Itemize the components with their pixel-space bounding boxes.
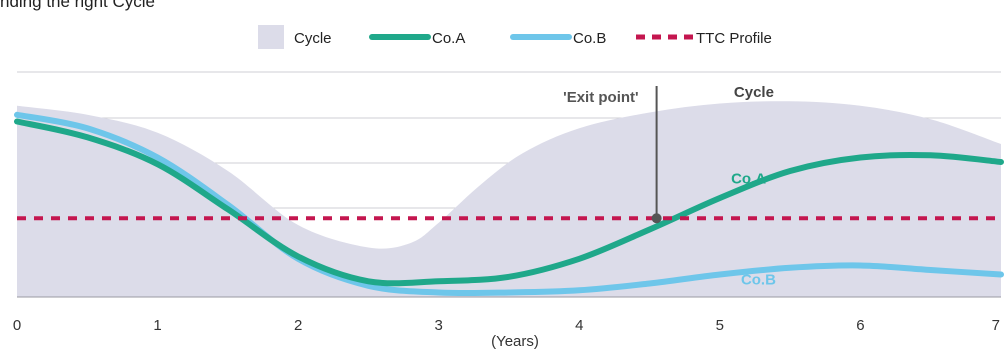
series-line-cob	[14, 111, 1004, 297]
x-tick-label-2: 2	[294, 317, 302, 334]
annotation-cob: Co.B	[741, 272, 776, 289]
legend: Cycle Co.A Co.B TTC Profile	[258, 25, 772, 49]
x-tick-label-7: 7	[992, 317, 1000, 334]
x-tick-label-4: 4	[575, 317, 583, 334]
x-axis: 0 1 2 3 4 5 6 7 (Years)	[13, 296, 1001, 350]
exit-point-dot	[651, 213, 662, 224]
cycle-area	[17, 101, 1001, 298]
cycle-area-group	[17, 101, 1001, 298]
x-tick-label-0: 0	[13, 317, 21, 334]
annotation-coa: Co.A	[731, 170, 766, 187]
annotation-cycle: Cycle	[734, 84, 774, 101]
x-tick-label-5: 5	[716, 317, 724, 334]
legend-label-ttcprofile: TTC Profile	[696, 30, 772, 47]
x-tick-label-6: 6	[856, 317, 864, 334]
legend-label-coa: Co.A	[432, 30, 465, 47]
chart-title-partial: nding the right Cycle	[0, 0, 155, 11]
legend-label-cob: Co.B	[573, 30, 606, 47]
annotations: 'Exit point' Cycle Co.A Co.B	[563, 84, 776, 289]
x-axis-label: (Years)	[491, 333, 539, 349]
series-line-coa	[14, 118, 1004, 287]
x-tick-label-1: 1	[153, 317, 161, 334]
legend-swatch-cycle	[258, 25, 284, 49]
x-tick-label-3: 3	[435, 317, 443, 334]
legend-label-cycle: Cycle	[294, 30, 332, 47]
series-lines	[14, 111, 1004, 297]
exit-point-group	[651, 86, 662, 224]
annotation-exit-point: 'Exit point'	[563, 89, 638, 106]
